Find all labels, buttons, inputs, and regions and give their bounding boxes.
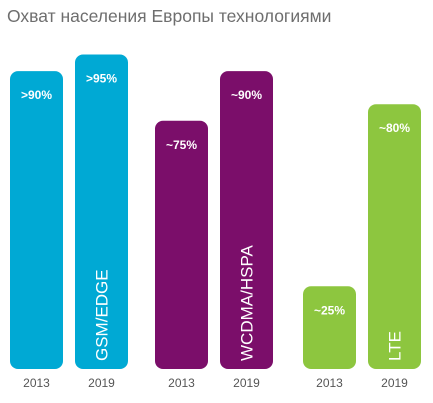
series-label-lte: LTE (386, 331, 405, 361)
bar-lte-2013 (303, 286, 356, 369)
bar-lte-2019 (368, 104, 421, 369)
x-tick-label-2013: 2013 (23, 376, 50, 390)
bar-value-label: >95% (86, 72, 117, 86)
x-tick-label-2013: 2013 (168, 376, 195, 390)
series-label-gsm-edge: GSM/EDGE (93, 269, 112, 361)
bar-gsm-edge-2019 (75, 54, 128, 370)
chart-title: Охват населения Европы технологиями (7, 6, 332, 26)
bar-wcdma-hspa-2019 (220, 71, 273, 369)
x-tick-label-2019: 2019 (88, 376, 115, 390)
x-tick-label-2019: 2019 (381, 376, 408, 390)
x-tick-label-2019: 2019 (233, 376, 260, 390)
bar-value-label: ~25% (314, 303, 345, 317)
bar-gsm-edge-2013 (10, 71, 63, 369)
x-tick-label-2013: 2013 (316, 376, 343, 390)
series-label-wcdma-hspa: WCDMA/HSPA (238, 244, 257, 361)
bar-value-label: ~80% (379, 121, 410, 135)
bar-value-label: ~75% (166, 138, 197, 152)
bar-value-label: >90% (21, 88, 52, 102)
bar-wcdma-hspa-2013 (155, 120, 208, 369)
bar-value-label: ~90% (231, 88, 262, 102)
